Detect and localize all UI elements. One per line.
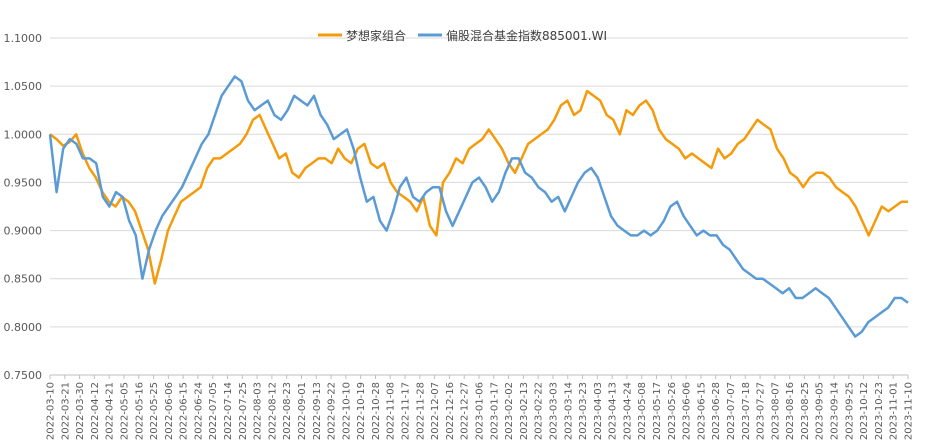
x-tick-label: 2023-06-15	[696, 382, 707, 440]
x-tick-label: 2023-08-16	[785, 382, 796, 440]
x-tick-label: 2022-12-16	[445, 382, 456, 440]
x-tick-label: 2022-03-30	[75, 382, 86, 440]
series-line-1	[48, 75, 909, 338]
x-tick-label: 2023-07-07	[726, 382, 737, 440]
x-tick-label: 2022-07-14	[223, 382, 234, 440]
x-tick-label: 2023-01-06	[475, 382, 486, 440]
x-tick-label: 2023-08-07	[770, 382, 781, 440]
y-tick-label: 1.0500	[4, 80, 43, 93]
x-tick-label: 2022-09-13	[312, 382, 323, 440]
x-tick-label: 2022-12-07	[430, 382, 441, 440]
x-tick-label: 2022-07-25	[238, 382, 249, 440]
x-tick-label: 2023-03-03	[548, 382, 559, 440]
x-tick-label: 2023-09-14	[830, 382, 841, 440]
x-tick-label: 2023-04-13	[608, 382, 619, 440]
y-tick-label: 0.9000	[4, 225, 43, 238]
x-tick-label: 2023-06-06	[682, 382, 693, 440]
x-tick-label: 2023-01-17	[489, 382, 500, 440]
x-tick-label: 2022-06-06	[164, 382, 175, 440]
x-tick-label: 2022-05-16	[134, 382, 145, 440]
y-tick-label: 0.9500	[4, 176, 43, 189]
series-line-0	[49, 89, 908, 285]
x-tick-label: 2022-05-25	[149, 382, 160, 440]
legend-label-0: 梦想家组合	[346, 28, 406, 43]
x-tick-label: 2023-03-14	[563, 382, 574, 440]
y-tick-label: 1.0000	[4, 128, 43, 141]
grid-layer	[50, 37, 908, 376]
x-tick-label: 2023-07-27	[756, 382, 767, 440]
y-tick-label: 0.8500	[4, 273, 43, 286]
x-tick-label: 2023-05-17	[652, 382, 663, 440]
x-tick-label: 2022-09-01	[297, 382, 308, 440]
x-tick-label: 2023-08-25	[800, 382, 811, 440]
x-tick-label: 2022-05-05	[119, 382, 130, 440]
x-tick-label: 2023-10-12	[859, 382, 870, 440]
x-tick-label: 2022-10-28	[371, 382, 382, 440]
x-tick-label: 2022-12-27	[460, 382, 471, 440]
x-tick-label: 2023-11-01	[889, 382, 900, 440]
x-tick-label: 2023-04-24	[622, 382, 633, 440]
x-tick-label: 2022-04-12	[90, 382, 101, 440]
x-tick-label: 2022-07-05	[208, 382, 219, 440]
y-axis-ticks: 0.7500 0.8000 0.8500 0.9000 0.9500 1.0000 1.05…	[4, 32, 43, 382]
x-tick-label: 2022-11-28	[415, 382, 426, 440]
x-tick-label: 2023-07-18	[741, 382, 752, 440]
x-tick-label: 2023-11-10	[904, 382, 915, 440]
legend: 梦想家组合 偏股混合基金指数885001.WI	[318, 28, 607, 43]
x-tick-label: 2023-10-23	[874, 382, 885, 440]
x-tick-label: 2023-09-05	[815, 382, 826, 440]
x-tick-label: 2023-02-22	[534, 382, 545, 440]
y-tick-label: 1.1000	[4, 32, 43, 45]
x-tick-label: 2022-08-23	[282, 382, 293, 440]
y-tick-label: 0.8000	[4, 321, 43, 334]
x-tick-label: 2022-08-12	[267, 382, 278, 440]
x-tick-label: 2022-10-19	[356, 382, 367, 440]
x-tick-label: 2022-09-22	[327, 382, 338, 440]
x-tick-label: 2023-09-25	[844, 382, 855, 440]
x-axis-ticks: 2022-03-10 2022-03-21 2022-03-30 2022-04-12…	[46, 375, 915, 440]
x-tick-label: 2022-03-10	[46, 382, 57, 440]
x-tick-label: 2022-03-21	[60, 382, 71, 440]
legend-label-1: 偏股混合基金指数885001.WI	[446, 28, 607, 43]
x-tick-label: 2022-08-03	[253, 382, 264, 440]
x-tick-label: 2023-05-08	[637, 382, 648, 440]
series-layer	[48, 75, 909, 338]
x-tick-label: 2023-05-26	[667, 382, 678, 440]
x-tick-label: 2022-04-21	[105, 382, 116, 440]
x-tick-label: 2023-06-28	[711, 382, 722, 440]
x-tick-label: 2023-02-13	[519, 382, 530, 440]
x-tick-label: 2022-06-15	[179, 382, 190, 440]
x-tick-label: 2022-11-17	[401, 382, 412, 440]
x-tick-label: 2023-04-03	[593, 382, 604, 440]
x-tick-label: 2022-11-08	[386, 382, 397, 440]
x-tick-label: 2023-02-02	[504, 382, 515, 440]
x-tick-label: 2023-03-23	[578, 382, 589, 440]
x-tick-label: 2022-10-10	[341, 382, 352, 440]
y-tick-label: 0.7500	[4, 369, 43, 382]
x-tick-label: 2022-06-24	[193, 382, 204, 440]
